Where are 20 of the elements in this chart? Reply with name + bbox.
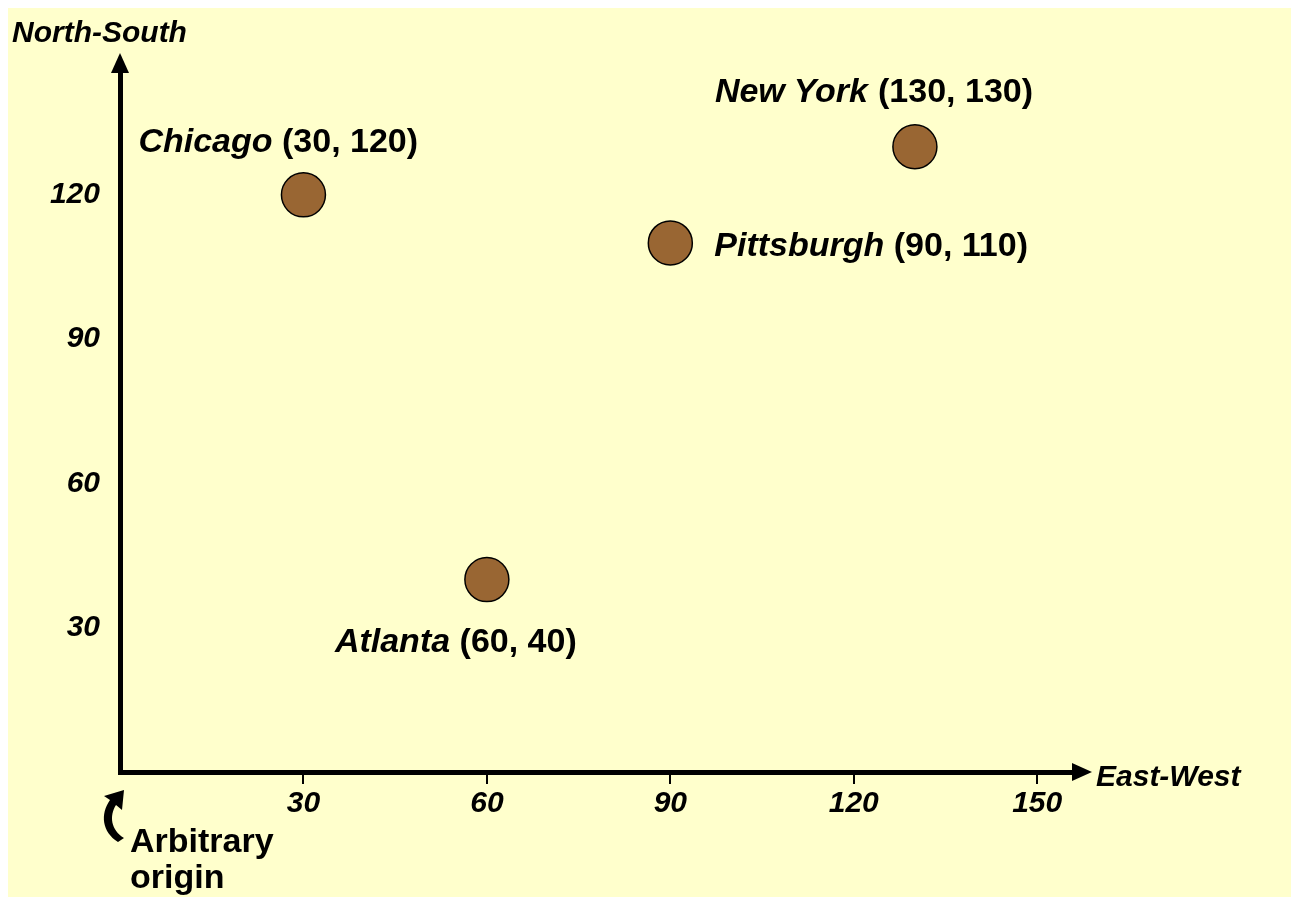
annotation: Pittsburgh (90, 110)	[714, 224, 1028, 263]
x-tick-label: 60	[470, 785, 504, 819]
y-tick-label: 120	[49, 176, 101, 210]
text: Arbitrary origin	[130, 821, 274, 895]
annotation: Chicago (30, 120)	[138, 120, 419, 159]
y-tick-label: 90	[66, 320, 101, 354]
y-axis-title: North-South	[12, 15, 187, 48]
y-tick-label: 30	[66, 608, 101, 642]
point	[464, 556, 510, 603]
point	[647, 220, 694, 266]
x-tick-label: 30	[286, 785, 321, 819]
x-tick-label: 150	[1012, 785, 1063, 819]
annotation: Atlanta (60, 40)	[333, 620, 577, 659]
x-tick-label: 90	[653, 785, 688, 819]
point	[892, 124, 938, 170]
annotation: New York (130, 130)	[714, 70, 1034, 109]
x-tick-label: 120	[828, 785, 880, 819]
point	[280, 172, 327, 218]
x-axis-title: East-West	[1096, 759, 1243, 792]
y-tick-label: 60	[66, 464, 101, 498]
